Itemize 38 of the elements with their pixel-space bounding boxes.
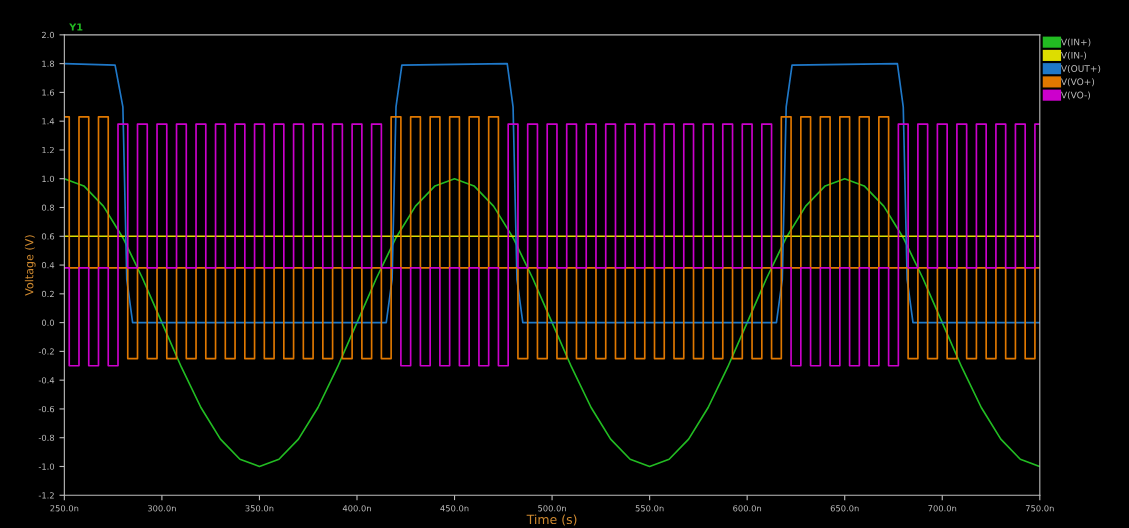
x-tick-label: 500.0n (538, 505, 566, 512)
x-tick-label: 450.0n (440, 505, 469, 512)
legend-label: V(VO-) (1061, 91, 1091, 100)
y-tick-label: 1.0 (42, 175, 55, 183)
x-tick-label: 700.0n (928, 505, 957, 512)
y-tick-label: -0.4 (38, 377, 55, 384)
line-series (64, 62, 1040, 324)
x-tick-label: 550.0n (635, 505, 664, 512)
legend-label: V(IN-) (1061, 51, 1087, 60)
y-tick-label: 0.2 (41, 290, 54, 298)
y-tick-label: -0.2 (38, 348, 54, 355)
x-axis-title: Time (s) (526, 514, 577, 526)
y-tick-label: 2.0 (41, 31, 55, 39)
y-tick-label: 1.2 (42, 146, 54, 154)
x-tick-label: 600.0n (733, 505, 762, 512)
y-tick-label: -1.0 (38, 463, 55, 470)
y-tick-label: 0.0 (41, 319, 55, 326)
x-tick-label: 400.0n (342, 505, 371, 512)
legend-label: V(OUT+) (1061, 64, 1101, 74)
line-series (64, 177, 1040, 468)
y-tick-label: 0.6 (41, 233, 55, 240)
x-tick-label: 750.0n (1025, 505, 1054, 512)
y-axis-title: Voltage (V) (24, 235, 36, 296)
y-tick-label: -0.8 (38, 434, 55, 441)
y-tick-label: 1.6 (42, 89, 55, 96)
y-tick-label: -1.2 (38, 492, 54, 499)
x-tick-label: 300.0n (147, 505, 176, 512)
legend-label: V(VO+) (1061, 78, 1095, 87)
legend-label: V(IN+) (1061, 38, 1091, 47)
text: Y1 (69, 23, 83, 31)
x-tick-label: 250.0n (50, 505, 79, 512)
y-tick-label: 1.8 (42, 60, 55, 67)
y-tick-label: -0.6 (38, 405, 55, 413)
y-tick-label: 0.4 (41, 262, 55, 269)
y-tick-label: 0.8 (41, 204, 55, 211)
x-tick-label: 350.0n (245, 505, 274, 512)
x-tick-label: 650.0n (830, 505, 859, 512)
y-tick-label: 1.4 (42, 118, 55, 125)
